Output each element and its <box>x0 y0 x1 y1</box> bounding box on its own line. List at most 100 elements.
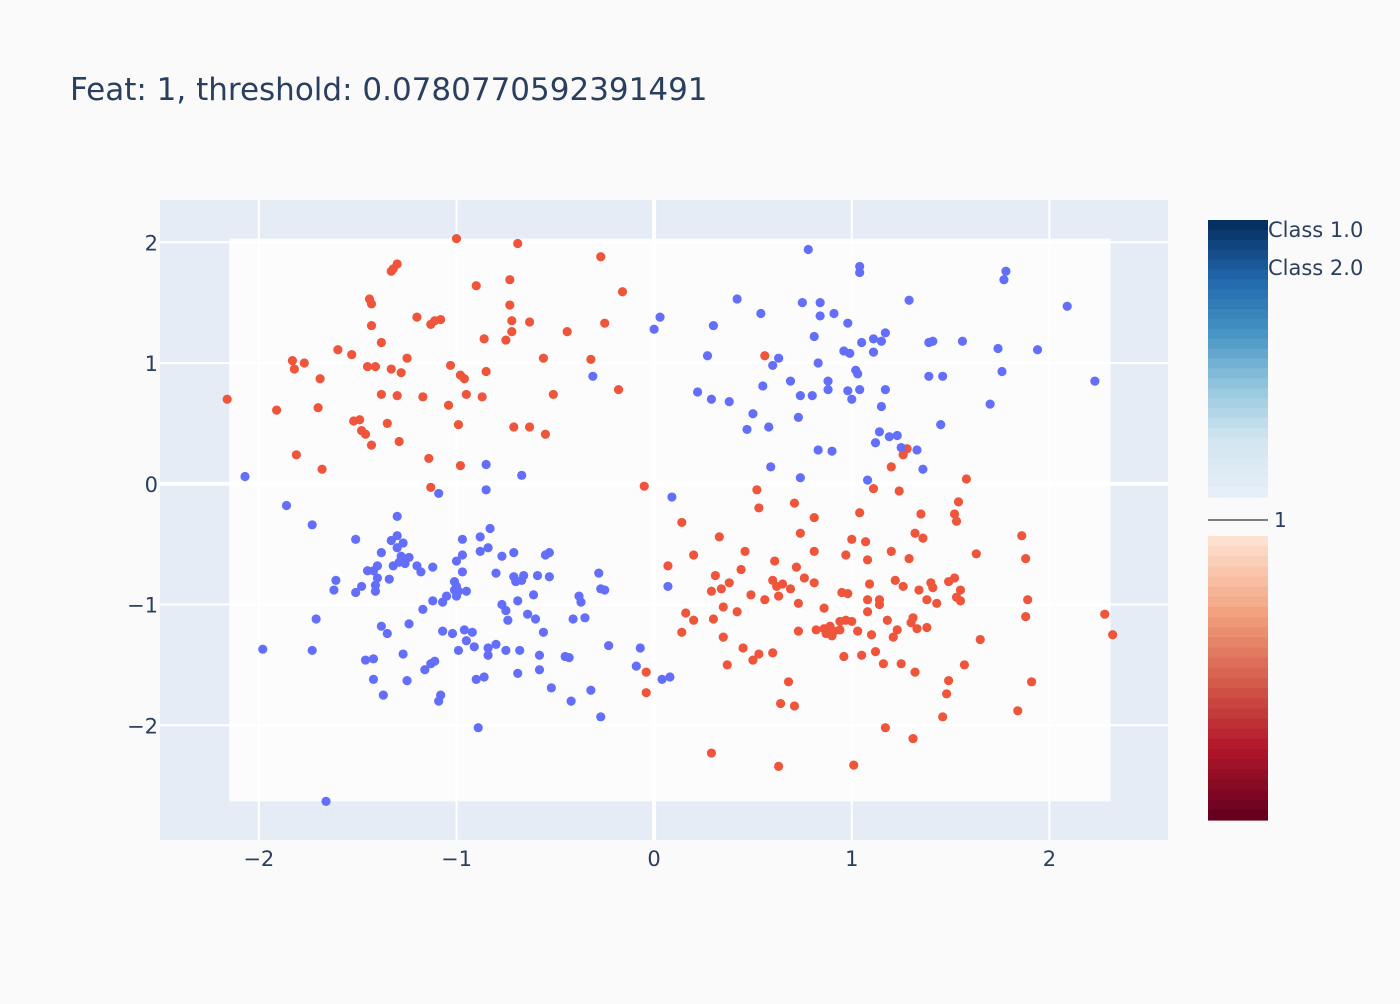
colorbar-red-band <box>1208 556 1268 568</box>
data-point <box>868 347 879 357</box>
colorbar-blue-scale <box>1208 220 1268 498</box>
data-point <box>287 356 298 366</box>
colorbar-red-scale <box>1208 536 1268 821</box>
data-point <box>513 238 523 249</box>
data-point <box>870 647 881 657</box>
data-point <box>997 366 1007 377</box>
legend-class-2: Class 2.0 <box>1268 256 1363 280</box>
data-point <box>843 386 853 396</box>
data-point <box>351 534 361 544</box>
data-point <box>975 634 985 645</box>
colorbar-blue-band <box>1208 328 1268 340</box>
data-point <box>370 362 381 372</box>
colorbar-blue-band <box>1208 477 1268 488</box>
data-point <box>754 503 764 513</box>
data-point <box>485 523 495 534</box>
data-point <box>803 244 813 255</box>
data-point <box>1021 612 1031 622</box>
data-point <box>953 497 964 507</box>
colorbar-blue-band <box>1208 407 1268 419</box>
data-point <box>586 685 596 695</box>
data-point <box>461 389 471 400</box>
colorbar-red-band <box>1208 627 1268 639</box>
data-point <box>544 572 554 582</box>
data-point <box>461 586 471 596</box>
data-point <box>663 581 673 592</box>
data-point <box>281 500 292 511</box>
colorbar-red-band <box>1208 546 1268 557</box>
data-point <box>748 655 758 665</box>
data-point <box>878 659 888 669</box>
colorbar-blue-band <box>1208 338 1268 350</box>
data-point <box>515 645 525 656</box>
data-point <box>382 628 392 639</box>
data-point <box>774 591 784 601</box>
data-point <box>443 400 454 410</box>
data-point <box>708 614 719 624</box>
data-point <box>714 532 724 542</box>
colorbar-blue-band <box>1208 309 1268 320</box>
data-point <box>938 371 948 381</box>
data-point <box>793 626 804 636</box>
data-point <box>888 632 898 642</box>
data-point <box>768 648 778 658</box>
data-point <box>853 626 863 636</box>
data-point <box>758 381 768 391</box>
data-point <box>1027 677 1037 687</box>
colorbar-red-band <box>1208 718 1268 730</box>
data-point <box>376 337 386 348</box>
data-point <box>657 674 667 684</box>
colorbar-red-band <box>1208 667 1268 679</box>
colorbar-red-band <box>1208 809 1268 821</box>
colorbar-red-band <box>1208 617 1268 628</box>
colorbar-blue-band <box>1208 368 1268 379</box>
colorbar-red-band <box>1208 586 1268 598</box>
data-point <box>797 298 807 308</box>
data-point <box>760 351 770 361</box>
data-point <box>910 667 920 677</box>
data-point <box>384 574 394 584</box>
data-point <box>451 234 462 244</box>
data-point <box>596 712 606 722</box>
data-point <box>372 573 383 583</box>
data-point <box>501 335 511 345</box>
data-point <box>949 573 960 583</box>
data-point <box>313 403 323 413</box>
data-point <box>847 534 857 544</box>
data-point <box>949 509 960 519</box>
data-point <box>329 585 339 595</box>
data-point <box>724 578 734 588</box>
x-tick-label: 1 <box>845 847 858 871</box>
data-point <box>540 429 551 439</box>
data-point <box>736 564 746 575</box>
data-point <box>880 328 890 338</box>
data-point <box>783 677 794 687</box>
data-point <box>857 650 867 660</box>
data-point <box>742 424 752 435</box>
data-point <box>392 391 402 401</box>
data-point <box>959 660 970 670</box>
data-point <box>689 615 699 625</box>
data-point <box>600 318 610 328</box>
data-point <box>868 334 879 344</box>
data-point <box>951 516 962 526</box>
data-point <box>795 391 805 401</box>
data-point <box>898 581 908 592</box>
data-point <box>382 418 392 428</box>
data-point <box>876 401 887 412</box>
data-point <box>813 445 823 455</box>
data-point <box>847 394 857 404</box>
data-point <box>665 672 675 682</box>
data-point <box>519 570 529 581</box>
data-point <box>677 627 687 637</box>
data-point <box>768 360 778 371</box>
data-point <box>617 287 628 297</box>
data-point <box>752 485 762 495</box>
data-point <box>681 608 691 618</box>
colorbar-red-band <box>1208 596 1268 608</box>
data-point <box>882 615 892 625</box>
x-tick-label: 0 <box>647 847 660 871</box>
data-point <box>756 308 766 319</box>
colorbar-blue-band <box>1208 259 1268 271</box>
data-point <box>1017 531 1027 541</box>
